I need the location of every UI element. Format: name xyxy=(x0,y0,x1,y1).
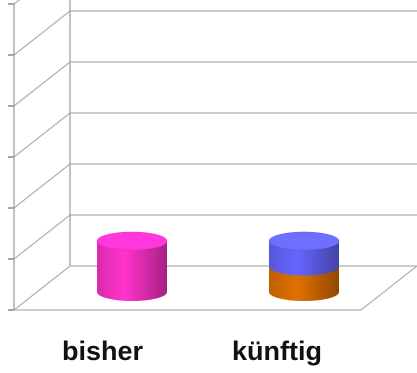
floor-right-edge xyxy=(360,265,417,311)
category-label-bisher: bisher xyxy=(62,336,144,366)
cylinder-top-bisher xyxy=(96,231,168,251)
gridline-side-2 xyxy=(13,163,71,209)
cylinder-knftig-segment-0 xyxy=(269,266,339,301)
cylinder-bisher-segment-0 xyxy=(97,241,167,301)
category-label-kunftig: künftig xyxy=(232,336,322,366)
cylinder-top-knftig xyxy=(268,231,340,251)
gridline-side-4 xyxy=(13,61,71,107)
cylinder-knftig-segment-1 xyxy=(269,241,339,276)
gridline-side-3 xyxy=(13,112,71,158)
gridline-side-1 xyxy=(13,214,71,260)
gridline-side-5 xyxy=(13,10,71,56)
gridline-side-0 xyxy=(13,265,71,311)
gridline-side-6 xyxy=(13,0,21,5)
